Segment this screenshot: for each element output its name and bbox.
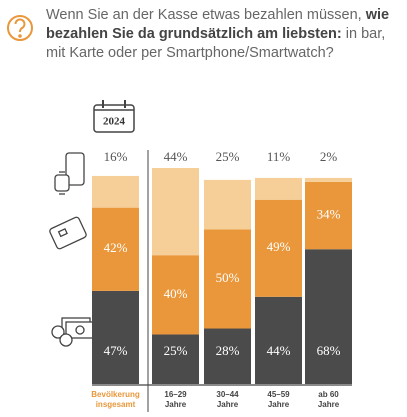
title-emphasis: wie bezahlen Sie da grundsätzlich am lie… [46, 7, 390, 42]
value-label: 49% [267, 239, 291, 254]
value-label: 44% [267, 343, 291, 358]
category-label: ab 60 Jahre [317, 390, 340, 409]
bar-segment [305, 249, 352, 384]
bar-segment [204, 179, 251, 230]
category-label: 16–29 Jahre [164, 390, 187, 409]
calendar-icon: 2024 [93, 100, 135, 133]
category-label: Bevölkerung insgesamt [91, 390, 140, 409]
value-label: 42% [104, 240, 128, 255]
bar-segment [92, 175, 139, 208]
bar-segment [305, 177, 352, 182]
category-label: 30–44 Jahre [216, 390, 239, 409]
value-label: 2% [320, 149, 338, 164]
bar-segment [255, 296, 302, 384]
category-label: 45–59 Jahre [267, 390, 290, 409]
value-label: 40% [164, 286, 188, 301]
title-intro: Wenn Sie an der Kasse etwas bezahlen müs… [46, 7, 362, 23]
bar-segment [204, 328, 251, 384]
value-label: 11% [267, 149, 291, 164]
bar-segment [152, 334, 199, 384]
bar-segment [305, 181, 352, 250]
bar-segment [152, 168, 199, 256]
bar-segment [92, 207, 139, 291]
bar-segment [92, 290, 139, 384]
bar-segment [255, 199, 302, 297]
value-label: 50% [216, 270, 240, 285]
value-label: 25% [164, 343, 188, 358]
bar-segment [255, 177, 302, 200]
question-icon [7, 15, 33, 41]
title: Wenn Sie an der Kasse etwas bezahlen müs… [46, 6, 398, 63]
mobile-icon [54, 152, 85, 195]
card-icon [49, 216, 87, 250]
value-label: 68% [317, 343, 341, 358]
title-rest: in bar, mit Karte oder per Smartphone/Sm… [46, 26, 386, 61]
value-label: 25% [216, 149, 240, 164]
value-label: 44% [164, 149, 188, 164]
bar-segment [204, 229, 251, 329]
value-label: 16% [104, 149, 128, 164]
value-label: 34% [317, 207, 341, 222]
cash-icon [51, 317, 95, 347]
value-label: 47% [104, 343, 128, 358]
value-label: 28% [216, 343, 240, 358]
bar-segment [152, 255, 199, 335]
year-badge: 2024 [103, 116, 126, 128]
